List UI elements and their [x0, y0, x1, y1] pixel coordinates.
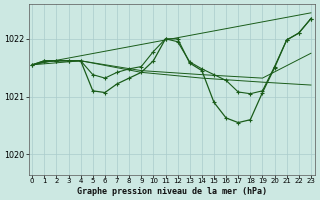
X-axis label: Graphe pression niveau de la mer (hPa): Graphe pression niveau de la mer (hPa): [76, 187, 267, 196]
